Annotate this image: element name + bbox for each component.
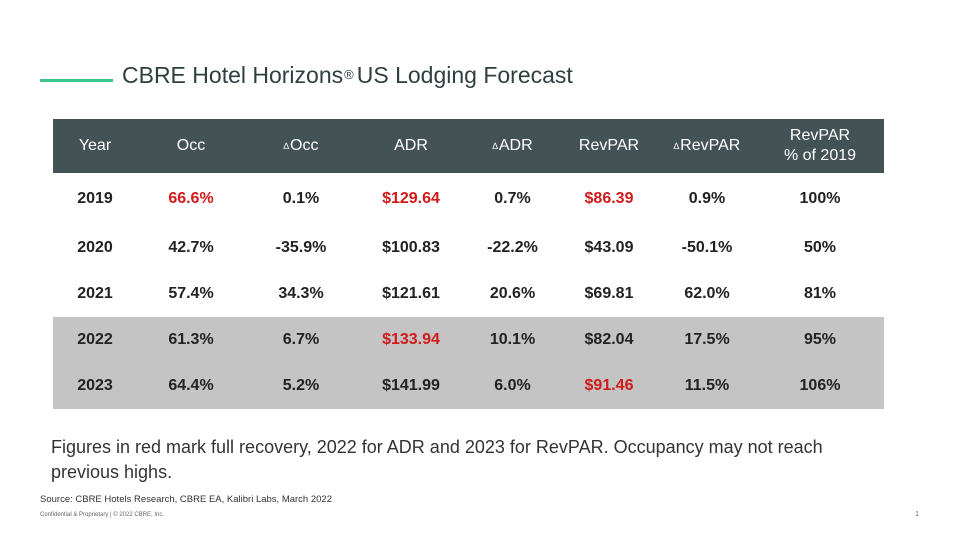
table-cell: 42.7% [168, 239, 214, 256]
column-header: ∆Occ [245, 119, 357, 173]
table-cell: $133.94 [357, 317, 465, 363]
column-header: ∆RevPAR [658, 119, 756, 173]
table-cell: 20.6% [489, 285, 536, 302]
column-header-label: RevPAR [789, 127, 851, 144]
table-cell: 100% [799, 190, 841, 207]
delta-symbol: ∆ [673, 141, 680, 151]
forecast-table: Year Occ ∆Occ ADR ∆ADR RevPAR ∆RevPAR RevPAR% o… [53, 119, 884, 409]
table-cell: 57.4% [168, 285, 214, 302]
table-cell: 5.2% [245, 363, 357, 409]
table-cell: 61.3% [137, 317, 245, 363]
year-cell: 2020 [77, 239, 113, 256]
table-row: 2023 64.4% 5.2% $141.99 6.0% $91.46 11.5% 106% [53, 363, 884, 409]
table-cell: 66.6% [168, 190, 214, 207]
column-header-label: RevPAR [578, 137, 640, 154]
table-cell: $141.99 [357, 363, 465, 409]
table-cell: $69.81 [584, 285, 634, 302]
table-cell: $91.46 [560, 363, 658, 409]
table-body: 2019 66.6% 0.1% $129.64 0.7% $86.39 0.9% 100% 20… [53, 173, 884, 409]
delta-symbol: ∆ [492, 141, 498, 151]
column-header: Year [53, 119, 137, 173]
table-cell: 17.5% [658, 317, 756, 363]
table-cell: 0.9% [688, 190, 726, 207]
table-cell: 106% [756, 363, 884, 409]
table-cell: 6.0% [465, 363, 560, 409]
year-cell: 2021 [77, 285, 113, 302]
column-header-label: Occ [176, 137, 206, 154]
table-header-row: Year Occ ∆Occ ADR ∆ADR RevPAR ∆RevPAR RevPAR% o… [53, 119, 884, 173]
column-header: RevPAR [560, 119, 658, 173]
table-cell: $121.61 [382, 285, 440, 302]
table-cell: 0.1% [282, 190, 320, 207]
table-cell: 64.4% [137, 363, 245, 409]
table-cell: 50% [803, 239, 837, 256]
table-cell: -35.9% [275, 239, 327, 256]
table-cell: 0.7% [494, 190, 531, 207]
column-header: ∆ADR [465, 119, 560, 173]
title-main: CBRE Hotel Horizons [122, 62, 344, 88]
table-cell: $100.83 [382, 239, 440, 256]
table-row: 2021 57.4% 34.3% $121.61 20.6% $69.81 62.0% 81% [53, 271, 884, 317]
delta-symbol: ∆ [283, 141, 290, 151]
year-cell: 2023 [53, 363, 137, 409]
table-cell: $129.64 [382, 190, 440, 207]
table-cell: 10.1% [465, 317, 560, 363]
column-header-label: ADR [394, 137, 428, 154]
recovery-note: Figures in red mark full recovery, 2022 … [51, 437, 823, 482]
column-header-label-line2: % of 2019 [783, 147, 857, 164]
table-cell: $82.04 [560, 317, 658, 363]
table-cell: 62.0% [684, 285, 730, 302]
year-cell: 2022 [53, 317, 137, 363]
registered-mark: ® [344, 67, 354, 82]
table-cell: 6.7% [245, 317, 357, 363]
table-cell: 11.5% [658, 363, 756, 409]
table-cell: -50.1% [681, 239, 733, 256]
column-header: RevPAR % of 2019 [756, 119, 884, 173]
page-title: CBRE Hotel Horizons® US Lodging Forecast [122, 62, 573, 89]
page-number: 1 [915, 511, 919, 518]
table-cell: 95% [756, 317, 884, 363]
table-row: 2022 61.3% 6.7% $133.94 10.1% $82.04 17.5% 95% [53, 317, 884, 363]
column-header-label: Occ [290, 137, 319, 154]
table-cell: $86.39 [584, 190, 634, 207]
title-rest: US Lodging Forecast [356, 62, 573, 88]
table-cell: 34.3% [278, 285, 324, 302]
table-cell: 81% [803, 285, 837, 302]
confidential-footer: Confidential & Proprietary | © 2022 CBRE… [40, 512, 165, 518]
table-cell: $43.09 [584, 239, 634, 256]
column-header-label: RevPAR [680, 137, 741, 154]
table-row: 2019 66.6% 0.1% $129.64 0.7% $86.39 0.9% 100% [53, 173, 884, 225]
column-header-label: ADR [498, 137, 533, 154]
table-row: 2020 42.7% -35.9% $100.83 -22.2% $43.09 -50.1%… [53, 225, 884, 271]
year-cell: 2019 [77, 190, 113, 207]
title-accent-rule [40, 79, 113, 82]
column-header: ADR [357, 119, 465, 173]
source-note: Source: CBRE Hotels Research, CBRE EA, K… [40, 494, 332, 505]
table-cell: -22.2% [487, 239, 538, 256]
column-header-label: Year [78, 137, 112, 154]
column-header: Occ [137, 119, 245, 173]
